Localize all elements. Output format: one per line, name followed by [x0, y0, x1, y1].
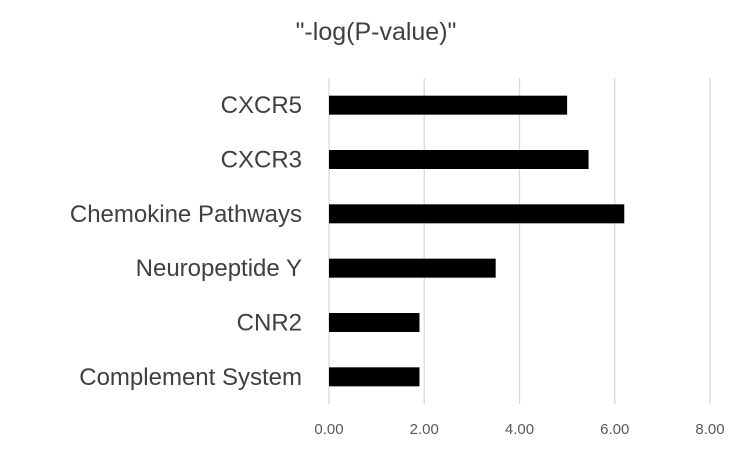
category-label: CNR2: [237, 310, 302, 337]
category-labels: CXCR5 CXCR3 Chemokine Pathways Neuropeptide…: [70, 92, 302, 391]
bar: [329, 258, 496, 278]
gridlines: [328, 78, 711, 404]
x-tick-label: 8.00: [695, 421, 724, 438]
x-tick-label: 2.00: [410, 421, 439, 438]
bar: [329, 204, 625, 224]
bars: [329, 95, 625, 387]
x-axis-tick-labels: 0.00 2.00 4.00 6.00 8.00: [314, 421, 724, 438]
x-tick-label: 4.00: [505, 421, 534, 438]
bar: [329, 95, 568, 115]
chart-title: "-log(P-value)": [295, 18, 457, 46]
bar: [329, 367, 420, 387]
category-label: Complement System: [79, 364, 302, 391]
category-label: CXCR5: [221, 92, 302, 119]
category-label: Chemokine Pathways: [70, 201, 302, 228]
category-label: CXCR3: [221, 147, 302, 174]
category-label: Neuropeptide Y: [136, 255, 302, 282]
bar: [329, 313, 420, 332]
x-tick-label: 6.00: [600, 421, 629, 438]
x-tick-label: 0.00: [314, 421, 343, 438]
bar: [329, 150, 589, 169]
